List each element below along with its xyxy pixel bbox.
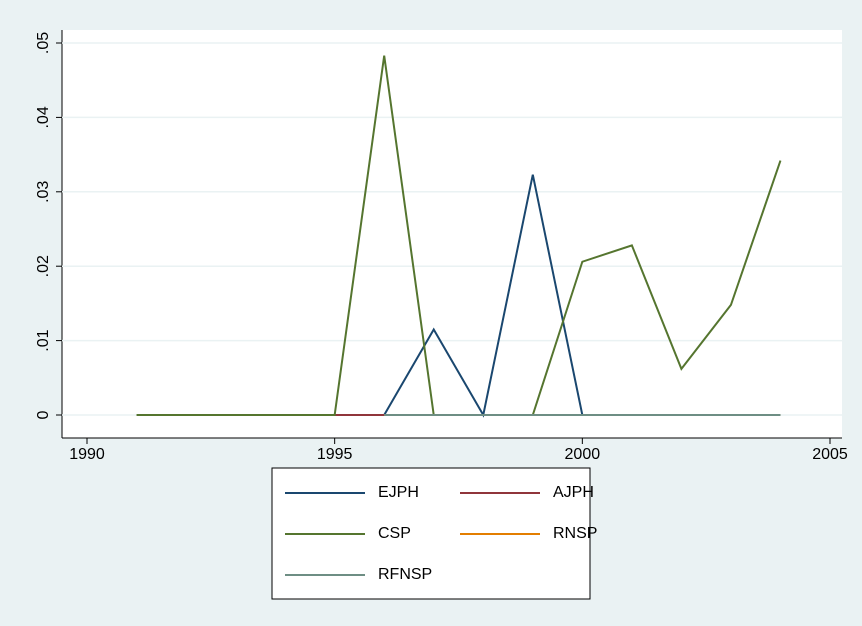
y-tick-label: .02 [35,255,52,277]
y-tick-label: .05 [35,32,52,54]
y-tick-label: .01 [35,329,52,351]
y-tick-label: .03 [35,181,52,203]
plot-area [62,30,842,438]
y-tick-label: .04 [35,106,52,128]
x-tick-label: 1995 [317,446,353,463]
legend-label: EJPH [378,484,419,501]
legend-label: CSP [378,525,411,542]
legend-label: AJPH [553,484,594,501]
x-tick-label: 2000 [565,446,601,463]
y-tick-label: 0 [35,410,52,419]
legend-label: RFNSP [378,566,432,583]
legend-label: RNSP [553,525,597,542]
x-tick-label: 1990 [69,446,105,463]
x-tick-label: 2005 [812,446,848,463]
